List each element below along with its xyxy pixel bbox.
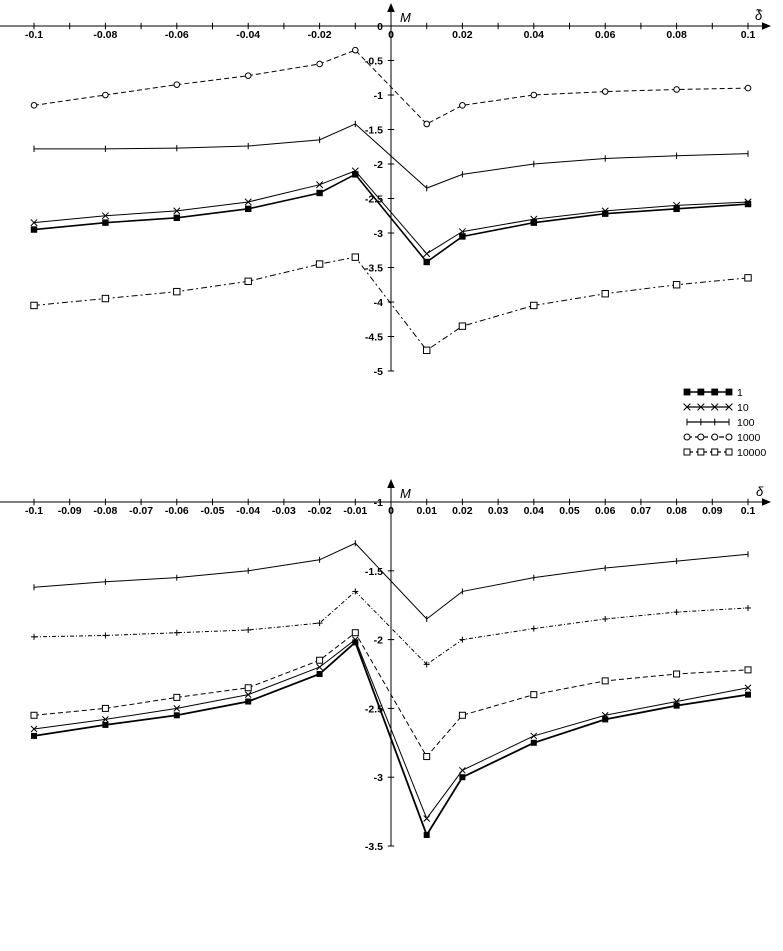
svg-text:-1.5: -1.5 [365, 566, 383, 578]
svg-text:-0.02: -0.02 [308, 29, 332, 41]
svg-text:-4.5: -4.5 [365, 332, 383, 344]
svg-text:0.09: 0.09 [702, 505, 723, 517]
svg-text:δ̃: δ̃ [755, 8, 763, 23]
svg-text:-5: -5 [374, 366, 383, 378]
svg-text:M: M [400, 486, 411, 501]
svg-text:-2: -2 [374, 159, 383, 171]
svg-text:-0.04: -0.04 [236, 505, 260, 517]
svg-text:-0.07: -0.07 [129, 505, 153, 517]
svg-text:M: M [400, 10, 411, 25]
svg-text:0.06: 0.06 [595, 505, 616, 517]
svg-text:-4: -4 [374, 297, 383, 309]
svg-text:10000: 10000 [737, 447, 766, 459]
svg-text:0.07: 0.07 [631, 505, 652, 517]
svg-text:-3: -3 [374, 228, 383, 240]
svg-text:-1: -1 [374, 90, 383, 102]
svg-text:100: 100 [737, 417, 755, 429]
svg-text:-0.02: -0.02 [308, 505, 332, 517]
svg-text:-3.5: -3.5 [365, 841, 383, 853]
svg-text:0.01: 0.01 [416, 505, 437, 517]
svg-text:-3: -3 [374, 772, 383, 784]
svg-text:-0.06: -0.06 [165, 29, 189, 41]
svg-text:0.1: 0.1 [741, 505, 756, 517]
svg-text:-2: -2 [374, 635, 383, 647]
svg-text:10: 10 [737, 402, 749, 414]
svg-text:-0.09: -0.09 [58, 505, 82, 517]
svg-text:1: 1 [737, 387, 743, 399]
svg-text:-0.1: -0.1 [25, 505, 43, 517]
svg-text:0.02: 0.02 [452, 29, 473, 41]
svg-text:0.05: 0.05 [559, 505, 580, 517]
svg-text:-0.1: -0.1 [25, 29, 43, 41]
svg-text:-0.06: -0.06 [165, 505, 189, 517]
svg-text:0.04: 0.04 [524, 29, 545, 41]
svg-text:0.04: 0.04 [524, 505, 545, 517]
svg-text:-0.01: -0.01 [343, 505, 367, 517]
svg-text:0.08: 0.08 [666, 505, 687, 517]
svg-text:-0.08: -0.08 [93, 29, 117, 41]
svg-text:-0.05: -0.05 [201, 505, 225, 517]
svg-text:0.03: 0.03 [488, 505, 509, 517]
svg-text:δ: δ [756, 484, 764, 499]
svg-text:0.08: 0.08 [666, 29, 687, 41]
svg-text:-1: -1 [374, 497, 383, 509]
svg-text:0.1: 0.1 [741, 29, 756, 41]
svg-text:1000: 1000 [737, 432, 761, 444]
svg-text:-0.03: -0.03 [272, 505, 296, 517]
svg-text:-0.5: -0.5 [365, 56, 383, 68]
svg-text:-0.04: -0.04 [236, 29, 260, 41]
svg-text:0.06: 0.06 [595, 29, 616, 41]
svg-text:0: 0 [377, 21, 383, 33]
svg-text:0.02: 0.02 [452, 505, 473, 517]
svg-text:-0.08: -0.08 [93, 505, 117, 517]
